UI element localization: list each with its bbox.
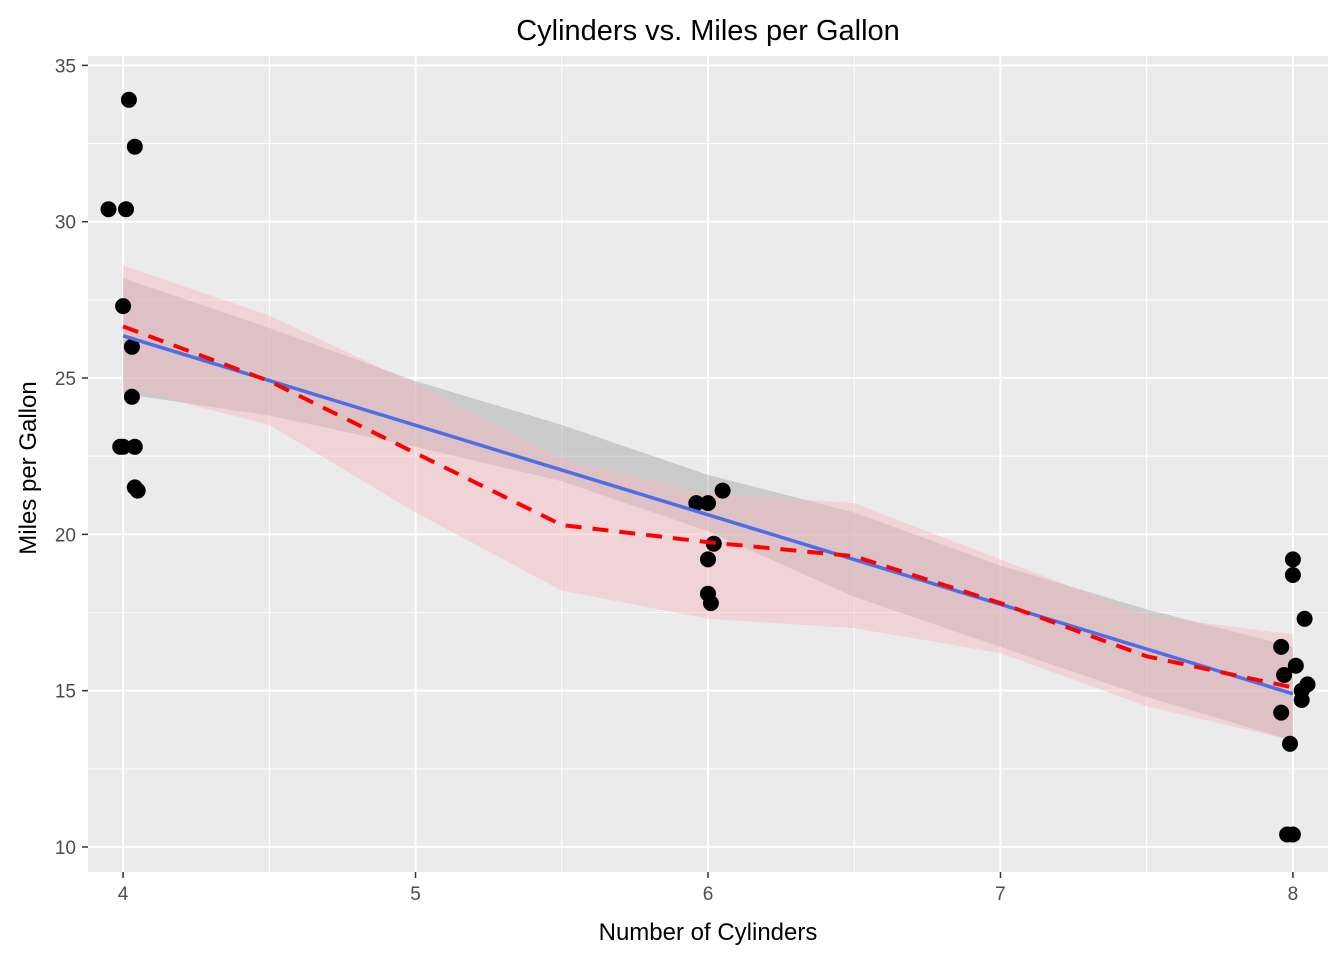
major-gridlines (88, 56, 1328, 872)
y-axis-title: Miles per Gallon (15, 381, 42, 554)
data-point (700, 495, 716, 512)
fit-lines (122, 324, 1294, 696)
y-tick-label: 15 (55, 682, 76, 703)
x-tick-label: 7 (995, 884, 1006, 905)
data-point (118, 201, 134, 218)
linear-fit-line (122, 334, 1294, 696)
data-point (126, 138, 143, 155)
data-point (1287, 657, 1304, 674)
data-point (123, 388, 140, 405)
data-point (126, 438, 143, 455)
data-point (1284, 567, 1301, 583)
data-point (1273, 704, 1290, 721)
data-point (1284, 551, 1301, 568)
data-point (700, 551, 716, 568)
y-tick-label: 30 (55, 213, 76, 234)
y-tick-label: 35 (55, 56, 76, 77)
data-point (1296, 610, 1313, 627)
y-tick-label: 10 (55, 838, 76, 859)
data-point (115, 298, 132, 315)
data-point (1293, 692, 1310, 708)
data-point (1284, 826, 1301, 843)
y-tick-label: 25 (55, 369, 76, 390)
y-axis: 10 15 20 25 30 35 (55, 56, 88, 859)
x-tick-label: 6 (703, 884, 714, 905)
loess-fit-line (122, 324, 1294, 690)
data-point (1276, 667, 1293, 683)
x-tick-label: 5 (410, 884, 421, 905)
data-point (1273, 638, 1290, 655)
x-tick-label: 4 (118, 884, 129, 905)
data-point (702, 595, 719, 612)
data-point (688, 495, 705, 512)
chart-title: Cylinders vs. Miles per Gallon (516, 15, 900, 47)
data-point (126, 479, 143, 496)
x-axis-title: Number of Cylinders (599, 919, 818, 946)
data-points (100, 91, 1316, 843)
data-point (714, 482, 731, 499)
x-axis: 4 5 6 7 8 (118, 872, 1298, 905)
data-point (120, 91, 137, 108)
y-tick-label: 20 (55, 525, 76, 546)
data-point (115, 438, 132, 455)
data-point (123, 338, 140, 355)
data-point (1282, 735, 1298, 752)
data-point (100, 201, 117, 218)
x-tick-label: 8 (1288, 884, 1299, 905)
